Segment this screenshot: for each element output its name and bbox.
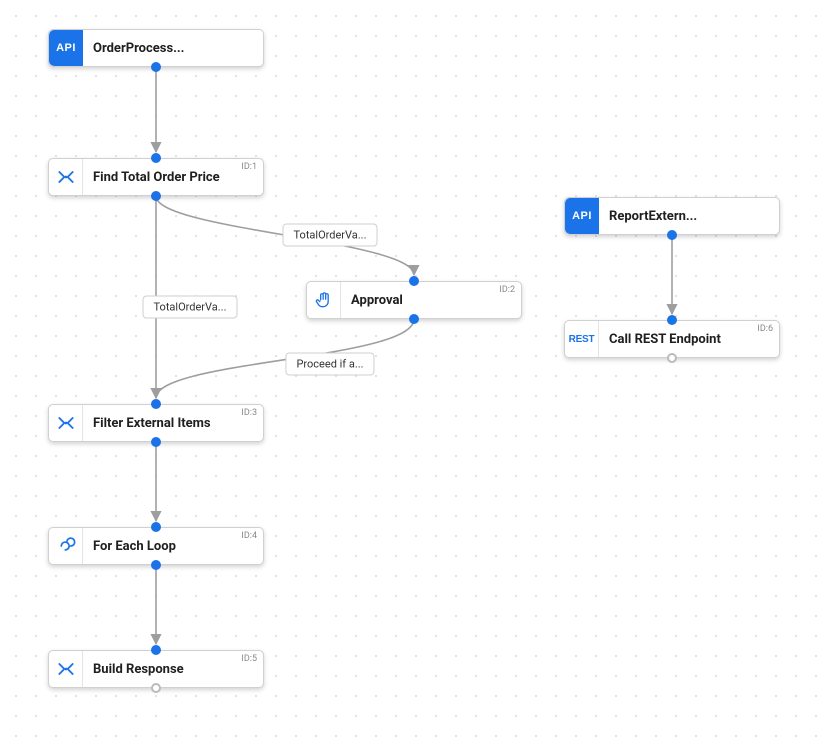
node-label: For Each Loop — [83, 539, 253, 554]
node-id-tag: ID:4 — [241, 531, 257, 541]
api-icon: API — [565, 198, 599, 234]
node-label: ReportExtern... — [599, 209, 769, 224]
node-id-tag: ID:5 — [241, 654, 257, 664]
flow-node[interactable]: ApprovalID:2 — [306, 281, 522, 319]
node-label: OrderProcess... — [83, 41, 253, 56]
flow-node[interactable]: APIReportExtern... — [564, 197, 780, 235]
flow-node[interactable]: RESTCall REST EndpointID:6 — [564, 320, 780, 358]
port-bottom[interactable] — [409, 314, 419, 324]
port-top[interactable] — [151, 522, 161, 532]
port-bottom[interactable] — [151, 683, 161, 693]
port-top[interactable] — [151, 645, 161, 655]
edges-layer — [0, 0, 833, 746]
edge-label: TotalOrderVa... — [283, 224, 378, 247]
flow-node[interactable]: Filter External ItemsID:3 — [48, 404, 264, 442]
port-bottom[interactable] — [151, 437, 161, 447]
merge-icon — [49, 405, 83, 441]
port-bottom[interactable] — [667, 353, 677, 363]
port-bottom[interactable] — [667, 230, 677, 240]
port-top[interactable] — [151, 153, 161, 163]
node-id-tag: ID:3 — [241, 408, 257, 418]
edge-label: TotalOrderVa... — [143, 296, 238, 319]
port-top[interactable] — [667, 315, 677, 325]
flow-node[interactable]: Find Total Order PriceID:1 — [48, 158, 264, 196]
node-label: Call REST Endpoint — [599, 332, 769, 347]
node-id-tag: ID:6 — [757, 324, 773, 334]
merge-icon — [49, 159, 83, 195]
node-label: Filter External Items — [83, 416, 253, 431]
edge-label: Proceed if a... — [285, 353, 374, 376]
loop-icon — [49, 528, 83, 564]
port-bottom[interactable] — [151, 560, 161, 570]
flow-node[interactable]: Build ResponseID:5 — [48, 650, 264, 688]
api-icon: API — [49, 30, 83, 66]
node-label: Find Total Order Price — [83, 170, 253, 185]
rest-icon: REST — [565, 321, 599, 357]
port-bottom[interactable] — [151, 62, 161, 72]
flow-node[interactable]: For Each LoopID:4 — [48, 527, 264, 565]
port-top[interactable] — [151, 399, 161, 409]
merge-icon — [49, 651, 83, 687]
port-top[interactable] — [409, 276, 419, 286]
node-id-tag: ID:1 — [241, 162, 257, 172]
node-label: Approval — [341, 293, 511, 308]
flow-canvas[interactable]: { "canvas": { "width": 833, "height": 74… — [0, 0, 833, 746]
node-label: Build Response — [83, 662, 253, 677]
hand-icon — [307, 282, 341, 318]
flow-node[interactable]: APIOrderProcess... — [48, 29, 264, 67]
node-id-tag: ID:2 — [499, 285, 515, 295]
port-bottom[interactable] — [151, 191, 161, 201]
